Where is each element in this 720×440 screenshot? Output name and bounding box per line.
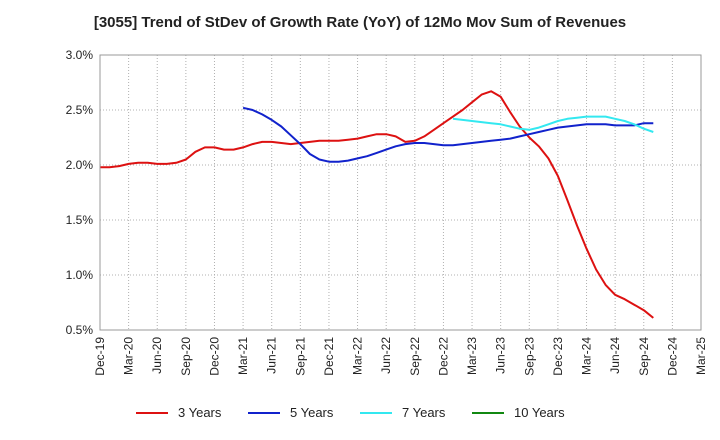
grid-lines (100, 55, 701, 330)
x-tick-label: Dec-24 (665, 337, 679, 376)
x-tick-label: Sep-22 (408, 337, 422, 376)
legend-item-5-years: 5 Years (248, 405, 360, 420)
x-tick-label: Sep-23 (522, 337, 536, 376)
series-group (100, 90, 654, 319)
x-tick-label: Mar-20 (122, 337, 136, 375)
x-tick-label: Jun-21 (265, 337, 279, 374)
series-line-7-years (452, 115, 654, 133)
x-tick-label: Jun-22 (379, 337, 393, 374)
y-tick-label: 1.5% (66, 213, 94, 227)
legend-item-7-years: 7 Years (360, 405, 472, 420)
x-tick-label: Dec-23 (551, 337, 565, 376)
y-tick-label: 2.5% (66, 103, 94, 117)
chart-title: [3055] Trend of StDev of Growth Rate (Yo… (93, 14, 627, 31)
x-tick-label: Mar-22 (351, 337, 365, 375)
legend-swatch (472, 411, 504, 414)
x-tick-label: Mar-24 (580, 337, 594, 375)
x-tick-label: Dec-22 (436, 337, 450, 376)
x-tick-label: Sep-20 (179, 337, 193, 376)
y-axis: 3.0% 2.5% 2.0% 1.5% 1.0% 0.5% (66, 48, 94, 337)
legend-label: 3 Years (178, 405, 222, 420)
plot-border (99, 54, 702, 331)
x-tick-label: Mar-21 (236, 337, 250, 375)
plot-area (100, 55, 701, 330)
x-tick-label: Jun-20 (150, 337, 164, 374)
y-tick-label: 3.0% (66, 48, 94, 62)
x-tick-label: Jun-23 (494, 337, 508, 374)
legend-item-3-years: 3 Years (136, 405, 248, 420)
legend-swatch (248, 411, 280, 414)
legend-swatch (136, 411, 168, 414)
y-tick-label: 0.5% (66, 323, 94, 337)
legend-label: 10 Years (514, 405, 565, 420)
x-axis: Dec-19 Mar-20 Jun-20 Sep-20 Dec-20 Mar-21 Jun-… (93, 337, 708, 376)
series-line-3-years (100, 90, 654, 319)
y-tick-label: 2.0% (66, 158, 94, 172)
x-tick-label: Sep-21 (293, 337, 307, 376)
series-line-5-years (242, 106, 654, 163)
x-tick-label: Dec-21 (322, 337, 336, 376)
legend-swatch (360, 411, 392, 414)
x-tick-label: Mar-25 (694, 337, 708, 375)
x-tick-label: Dec-19 (93, 337, 107, 376)
legend-label: 5 Years (290, 405, 334, 420)
legend-label: 7 Years (402, 405, 446, 420)
legend-item-10-years: 10 Years (472, 405, 584, 420)
x-tick-label: Mar-23 (465, 337, 479, 375)
x-tick-label: Dec-20 (207, 337, 221, 376)
y-tick-label: 1.0% (66, 268, 94, 282)
x-tick-label: Jun-24 (608, 337, 622, 374)
x-tick-label: Sep-24 (637, 337, 651, 376)
legend: 3 Years 5 Years 7 Years 10 Years (0, 405, 720, 420)
